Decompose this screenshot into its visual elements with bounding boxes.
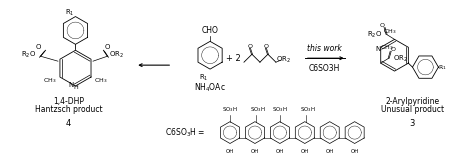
Text: OH: OH xyxy=(326,149,334,154)
Text: OH: OH xyxy=(251,149,259,154)
Text: 2-Arylpyridine: 2-Arylpyridine xyxy=(385,97,439,106)
Text: R$_1$: R$_1$ xyxy=(200,73,209,83)
Text: OR$_2$: OR$_2$ xyxy=(393,54,408,64)
Text: R$_2$O: R$_2$O xyxy=(21,50,36,60)
Text: Unusual product: Unusual product xyxy=(381,105,444,114)
Text: H: H xyxy=(73,85,78,91)
Text: O: O xyxy=(36,44,41,50)
Text: OH: OH xyxy=(350,149,359,154)
Text: OH: OH xyxy=(301,149,309,154)
Text: NH$_4$OAc: NH$_4$OAc xyxy=(194,82,226,94)
Text: SO$_3$H: SO$_3$H xyxy=(250,105,266,114)
Text: O: O xyxy=(380,23,385,28)
Text: C6SO3H: C6SO3H xyxy=(309,64,340,73)
Text: N: N xyxy=(69,82,74,88)
Text: OR$_2$: OR$_2$ xyxy=(276,55,292,65)
Text: R$_1$: R$_1$ xyxy=(65,8,74,18)
Text: CH$_3$: CH$_3$ xyxy=(380,43,393,52)
Text: R$_1$: R$_1$ xyxy=(438,63,447,72)
Text: this work: this work xyxy=(307,44,342,53)
Text: 1,4-DHP: 1,4-DHP xyxy=(53,97,84,106)
Text: OR$_2$: OR$_2$ xyxy=(109,50,124,60)
Text: O: O xyxy=(390,47,395,52)
Text: N: N xyxy=(375,46,380,52)
Text: O: O xyxy=(264,44,268,49)
Text: SO$_3$H: SO$_3$H xyxy=(222,105,238,114)
Text: OH: OH xyxy=(226,149,234,154)
Text: SO$_3$H: SO$_3$H xyxy=(272,105,288,114)
Text: CH$_3$: CH$_3$ xyxy=(94,77,108,85)
Text: OH: OH xyxy=(276,149,284,154)
Text: SO$_3$H: SO$_3$H xyxy=(300,105,316,114)
Text: CH$_3$: CH$_3$ xyxy=(383,27,396,36)
Text: R$_2$O: R$_2$O xyxy=(367,30,382,41)
Text: 3: 3 xyxy=(410,119,415,128)
Text: O: O xyxy=(247,44,253,49)
Text: 4: 4 xyxy=(66,119,71,128)
Text: O: O xyxy=(105,44,110,50)
Text: CH$_3$: CH$_3$ xyxy=(43,77,57,85)
Text: C6SO$_3$H =: C6SO$_3$H = xyxy=(165,126,205,139)
Text: CHO: CHO xyxy=(201,26,219,35)
Text: Hantzsch product: Hantzsch product xyxy=(35,105,102,114)
Text: + 2: + 2 xyxy=(226,54,240,63)
